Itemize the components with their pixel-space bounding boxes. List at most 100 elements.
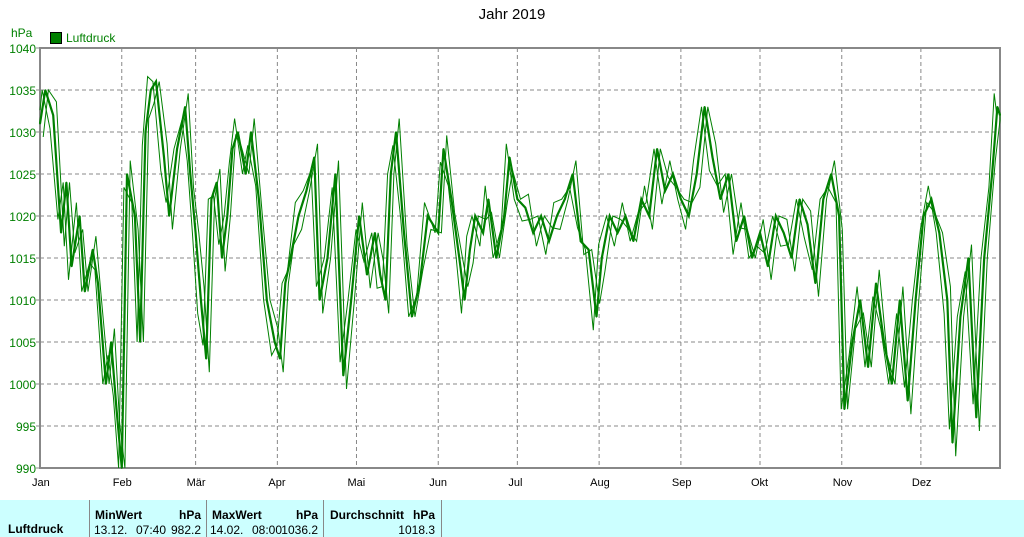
data-point [898, 299, 901, 301]
data-point [44, 89, 47, 91]
data-point [938, 232, 941, 234]
data-point [843, 408, 846, 411]
data-point [469, 248, 471, 251]
data-point [134, 215, 136, 217]
data-point [437, 232, 440, 234]
x-tick-label: Jul [508, 477, 522, 489]
data-point [516, 198, 519, 200]
data-point [798, 198, 801, 200]
data-point [556, 215, 558, 217]
data-point [735, 240, 738, 242]
data-point [463, 299, 466, 301]
data-point [52, 114, 54, 116]
legend: Luftdruck [50, 31, 115, 45]
data-point [790, 257, 793, 259]
plot-frame [39, 47, 1001, 469]
data-point [450, 198, 453, 200]
data-point [624, 215, 627, 217]
data-point [200, 299, 202, 301]
data-point [126, 173, 128, 175]
data-point [84, 290, 86, 293]
data-point [851, 341, 854, 343]
data-point [244, 173, 247, 175]
data-point [210, 198, 213, 200]
y-axis-unit: hPa [11, 26, 33, 40]
data-point [906, 400, 909, 402]
data-point [70, 265, 73, 268]
max-date: 14.02. [210, 523, 244, 537]
data-point [78, 215, 81, 217]
data-point [350, 299, 353, 301]
data-point [237, 131, 239, 133]
min-unit: hPa [178, 508, 201, 522]
row-label: Luftdruck [8, 522, 64, 536]
data-point [608, 215, 611, 217]
data-point [648, 215, 651, 217]
data-point [743, 215, 745, 217]
data-point [719, 198, 722, 200]
data-point [775, 215, 777, 217]
data-point [759, 232, 761, 234]
data-point [411, 316, 413, 318]
data-point [205, 358, 207, 360]
data-point [250, 131, 252, 133]
data-point [442, 148, 445, 150]
row-label-cell: Luftdruck [0, 500, 90, 537]
avg-header: Durchschnitt [330, 508, 405, 522]
data-point [231, 148, 234, 150]
data-point [184, 106, 186, 108]
x-tick-label: Aug [590, 477, 610, 489]
data-point [289, 257, 292, 259]
data-point [221, 257, 223, 259]
data-point [830, 173, 833, 175]
data-point [672, 173, 674, 175]
y-tick-label: 1005 [9, 336, 36, 350]
data-point [168, 215, 171, 217]
data-point [284, 282, 287, 285]
data-point [922, 215, 925, 217]
min-time: 07:40 [136, 523, 167, 537]
data-point [115, 408, 118, 411]
data-point [139, 341, 142, 343]
data-point [120, 467, 123, 469]
data-point [959, 316, 962, 318]
data-point [266, 299, 268, 301]
data-point [600, 257, 603, 259]
data-point [975, 416, 978, 419]
data-point [883, 341, 885, 343]
series-line-lower [39, 75, 998, 469]
y-tick-label: 1000 [9, 378, 36, 392]
min-date: 13.12. [94, 523, 128, 537]
data-point [616, 232, 619, 234]
data-point [258, 198, 260, 200]
data-point [305, 190, 308, 192]
data-point [695, 173, 698, 175]
x-tick-label: Mär [187, 477, 206, 489]
data-point [279, 358, 281, 360]
data-point [767, 265, 769, 268]
data-point [751, 257, 753, 259]
data-point [508, 156, 511, 158]
y-tick-label: 1020 [9, 210, 36, 224]
data-point [458, 257, 461, 259]
data-point [313, 156, 316, 158]
data-point [996, 106, 999, 108]
data-point [318, 299, 321, 301]
data-point [110, 341, 113, 343]
data-point [426, 215, 429, 217]
x-tick-label: Jan [32, 477, 50, 489]
data-point [838, 215, 840, 217]
data-point [687, 215, 690, 217]
data-point [571, 173, 574, 175]
x-tick-label: Apr [268, 477, 285, 489]
data-point [711, 156, 714, 158]
y-tick-label: 1040 [9, 42, 36, 56]
data-point [540, 215, 542, 217]
data-point [297, 215, 300, 217]
data-point [342, 374, 345, 377]
data-point [379, 274, 382, 276]
data-point [914, 299, 917, 301]
data-point [60, 232, 62, 234]
data-point [366, 274, 368, 276]
max-header: MaxWert [212, 508, 262, 522]
